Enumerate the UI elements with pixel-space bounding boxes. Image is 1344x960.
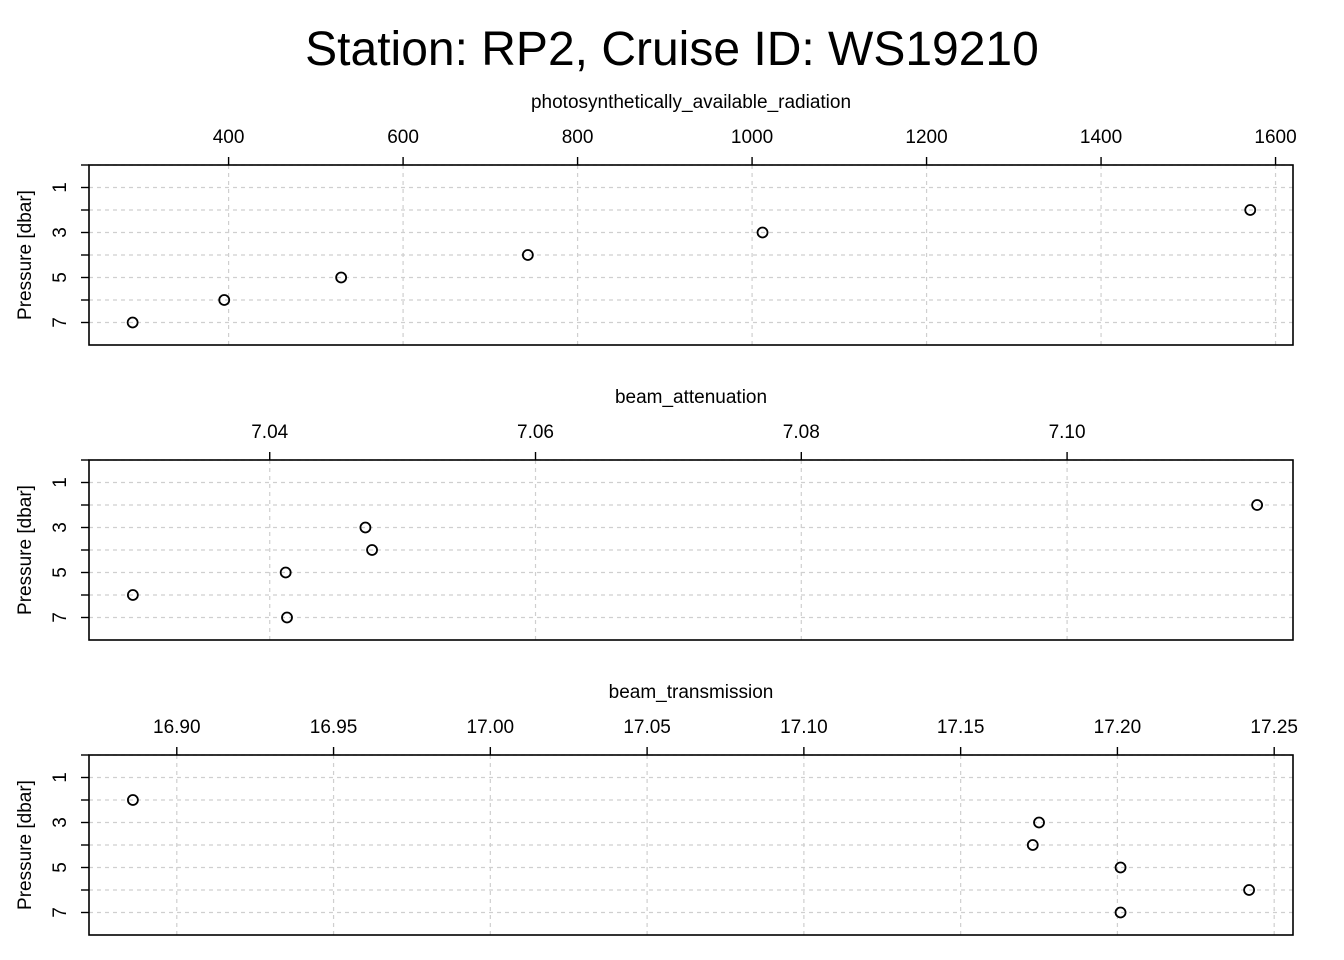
panel-1-x-axis-title: photosynthetically_available_radiation (531, 92, 851, 113)
panel-3-xtick-label-5: 17.15 (937, 717, 985, 738)
panel-3-ytick-label-2: 5 (50, 862, 71, 873)
panel-1-point-2 (521, 249, 534, 261)
panel-2-xtick-label-0: 7.04 (251, 422, 288, 443)
panel-3-ytick-label-0: 1 (50, 772, 71, 783)
panel-2-ytick-label-1: 3 (50, 522, 71, 533)
panel-3-point-1 (1033, 816, 1045, 829)
panel-1-point-3 (335, 271, 348, 284)
panel-3-x-axis-title: beam_transmission (609, 682, 774, 703)
panel-1-xtick-label-0: 400 (213, 127, 245, 148)
panel-2-point-0 (1251, 499, 1264, 511)
figure-title: Station: RP2, Cruise ID: WS19210 (305, 23, 1039, 76)
panel-2-xtick-label-3: 7.10 (1049, 422, 1086, 443)
panel-3-xtick-label-1: 16.95 (310, 717, 358, 738)
panel-2-x-axis-title: beam_attenuation (615, 387, 767, 408)
panel-1-point-0 (1244, 204, 1257, 216)
panel-3-xtick-label-6: 17.20 (1094, 717, 1142, 738)
panel-1-point-4 (218, 294, 231, 306)
panel-1-ytick-label-1: 3 (50, 227, 71, 238)
panel-1-point-1 (756, 226, 769, 239)
panel-1-xtick-label-6: 1600 (1254, 127, 1296, 148)
panel-3-point-5 (1114, 906, 1127, 919)
panel-2-point-2 (366, 544, 378, 556)
panel-1-xtick-label-1: 600 (387, 127, 419, 148)
panel-3-xtick-label-2: 17.00 (467, 717, 515, 738)
panel-3-point-2 (1026, 839, 1039, 851)
panel-2-point-3 (279, 566, 292, 579)
panel-1-ytick-label-0: 1 (50, 182, 71, 193)
panel-3-point-3 (1114, 861, 1127, 874)
panel-2-xtick-label-1: 7.06 (517, 422, 554, 443)
panel-1-xtick-label-3: 1000 (731, 127, 773, 148)
panel-2-ytick-label-2: 5 (50, 567, 71, 578)
panel-2-point-1 (359, 521, 372, 534)
panel-3-xtick-label-7: 17.25 (1250, 717, 1298, 738)
panel-1-ytick-label-2: 5 (50, 272, 71, 283)
panel-3-ytick-label-1: 3 (50, 817, 71, 828)
panel-2-ytick-label-0: 1 (50, 477, 71, 488)
panel-3-point-4 (1243, 884, 1256, 896)
panel-2-ytick-label-3: 7 (50, 612, 71, 623)
panel-3-xtick-label-0: 16.90 (153, 717, 201, 738)
panel-3-ytick-label-3: 7 (50, 907, 71, 918)
panel-1-xtick-label-2: 800 (562, 127, 594, 148)
panel-3-xtick-label-4: 17.10 (780, 717, 828, 738)
panel-1-y-axis-title: Pressure [dbar] (15, 190, 36, 320)
panel-3-xtick-label-3: 17.05 (623, 717, 671, 738)
panel-3-y-axis-title: Pressure [dbar] (15, 780, 36, 910)
panel-2-xtick-label-2: 7.08 (783, 422, 820, 443)
panel-2-point-4 (126, 589, 139, 601)
panel-3-point-0 (126, 794, 139, 806)
panel-1-point-5 (126, 316, 139, 329)
panel-1-xtick-label-5: 1400 (1080, 127, 1122, 148)
panel-2-point-5 (281, 611, 293, 624)
panel-1-xtick-label-4: 1200 (905, 127, 947, 148)
panel-2-y-axis-title: Pressure [dbar] (15, 485, 36, 615)
panel-1-ytick-label-3: 7 (50, 317, 71, 328)
